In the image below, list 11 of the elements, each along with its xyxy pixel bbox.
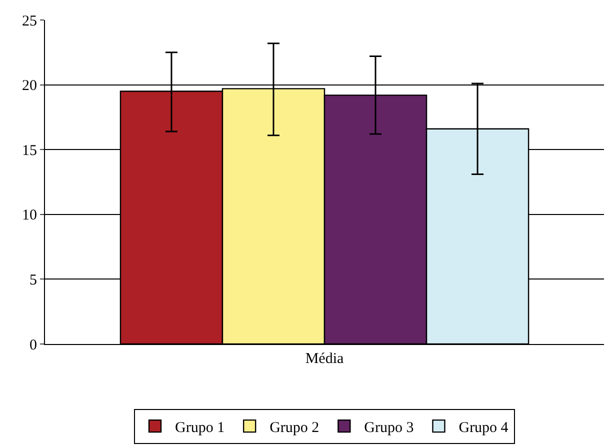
legend-label: Grupo 4 <box>458 420 509 436</box>
x-tick-label: Média <box>305 351 344 367</box>
legend-label: Grupo 3 <box>364 420 414 436</box>
y-tick-label: 10 <box>22 208 37 224</box>
legend-label: Grupo 1 <box>175 420 225 436</box>
y-tick-label: 25 <box>22 13 37 30</box>
y-tick-label: 15 <box>22 142 37 159</box>
y-tick-label: 20 <box>22 78 37 94</box>
y-tick-label: 5 <box>30 272 37 288</box>
y-tick-label: 0 <box>30 337 37 354</box>
legend-label: Grupo 2 <box>270 420 320 436</box>
